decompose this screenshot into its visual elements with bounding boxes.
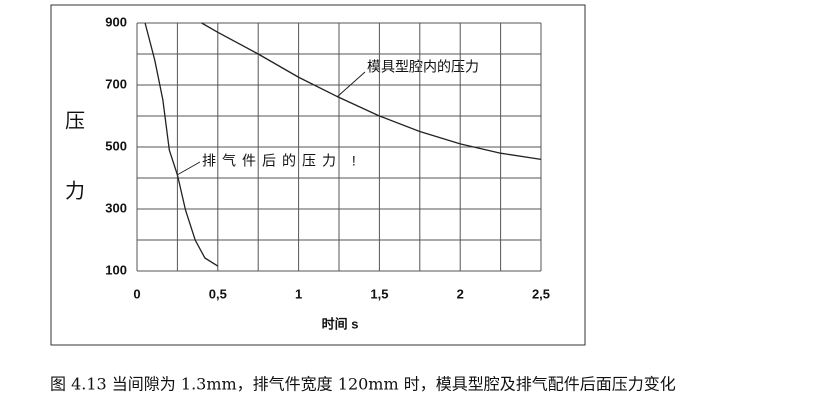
line: [144, 22, 219, 267]
x-tick-label: 1: [295, 286, 302, 301]
y-tick-label: 900: [105, 14, 127, 29]
x-tick-label: 0: [133, 286, 140, 301]
y-tick-label: 100: [105, 262, 127, 277]
x-tick-label: 1,5: [370, 286, 388, 301]
annotation: 模具型腔内的压力: [367, 59, 479, 75]
x-tick-label: 2: [457, 286, 464, 301]
x-axis-label: 时间 s: [322, 316, 359, 331]
y-tick-label: 300: [105, 200, 127, 215]
y-axis-label: 力: [65, 179, 85, 203]
annotation: 排气件后的压力 !: [202, 153, 362, 169]
leader: [336, 71, 366, 98]
x-tick-label: 2,5: [532, 286, 550, 301]
y-axis-label: 压: [65, 109, 85, 133]
frame: [50, 4, 586, 346]
caption: 图 4.13 当间隙为 1.3mm，排气件宽度 120mm 时，模具型腔及排气配…: [50, 375, 676, 394]
leader: [176, 161, 201, 176]
line: [201, 22, 542, 161]
y-tick-label: 500: [105, 138, 127, 153]
x-tick-label: 0,5: [209, 286, 227, 301]
y-tick-label: 700: [105, 76, 127, 91]
